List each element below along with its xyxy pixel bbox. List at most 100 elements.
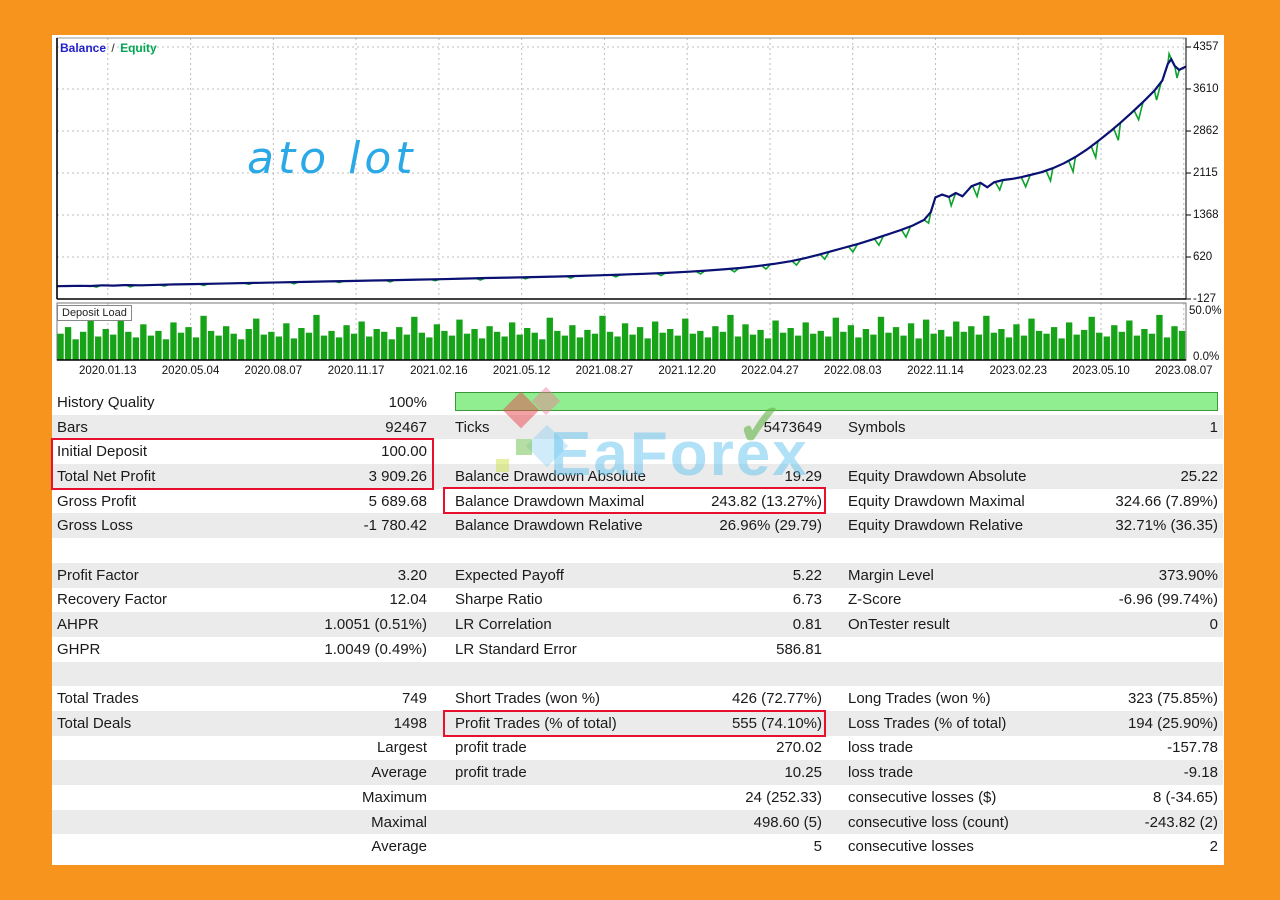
stat-label: Expected Payoff xyxy=(455,566,564,584)
stat-value: 3.20 xyxy=(397,566,427,584)
stats-cell-group: Equity Drawdown Relative 32.71% (36.35) xyxy=(843,517,1223,534)
stats-cell-group: OnTester result 0 xyxy=(843,616,1223,633)
stat-value: -9.18 xyxy=(1183,764,1218,782)
stats-cell-group: Largest xyxy=(52,739,432,756)
stat-label: Ticks xyxy=(455,418,490,436)
x-axis-tick-label: 2023.05.10 xyxy=(1072,365,1130,377)
stat-value: 586.81 xyxy=(776,640,822,658)
stat-label: Equity Drawdown Absolute xyxy=(848,467,1027,485)
stat-value: 1498 xyxy=(393,714,427,732)
stat-value: 555 (74.10%) xyxy=(731,714,822,732)
stats-row xyxy=(52,661,1223,687)
stat-value: 2 xyxy=(1209,838,1218,856)
x-axis-tick-label: 2020.01.13 xyxy=(79,365,137,377)
stats-cell-group: Balance Drawdown Absolute 19.29 xyxy=(450,468,827,485)
stat-value: 373.90% xyxy=(1158,566,1218,584)
stats-cell-group: Balance Drawdown Maximal 243.82 (13.27%) xyxy=(450,493,827,510)
stats-cell-group: Total Trades 749 xyxy=(52,690,432,707)
stat-label: Short Trades (won %) xyxy=(455,690,601,708)
stats-row: Maximal 498.60 (5) consecutive loss (count… xyxy=(52,809,1223,835)
stats-cell-group: profit trade 10.25 xyxy=(450,764,827,781)
stats-cell-group: Average xyxy=(52,764,432,781)
stats-cell-group: LR Correlation 0.81 xyxy=(450,616,827,633)
stats-row: GHPR 1.0049 (0.49%) LR Standard Error 586.8… xyxy=(52,637,1223,662)
stats-row: Total Net Profit 3 909.26 Balance Drawdown… xyxy=(52,464,1223,489)
stats-cell-group: Symbols 1 xyxy=(843,419,1223,436)
x-axis-tick-label: 2021.02.16 xyxy=(410,365,468,377)
stat-value: 6.73 xyxy=(792,591,822,609)
stats-row: History Quality 100% xyxy=(52,390,1223,415)
stat-value: Average xyxy=(371,764,427,782)
stat-value: 0.81 xyxy=(792,616,822,634)
stats-row: Maximum 24 (252.33) consecutive losses ($)… xyxy=(52,785,1223,810)
stats-row: Recovery Factor 12.04 Sharpe Ratio 6.73 Z-Sc… xyxy=(52,588,1223,613)
x-axis-tick-label: 2023.08.07 xyxy=(1154,365,1213,377)
x-axis-tick-label: 2021.08.27 xyxy=(575,365,634,377)
stats-cell-group: Equity Drawdown Maximal 324.66 (7.89%) xyxy=(843,493,1223,510)
legend-separator: / xyxy=(111,41,115,55)
stat-label: profit trade xyxy=(455,739,527,757)
x-axis-tick-label: 2020.11.17 xyxy=(327,365,385,377)
stat-label: Loss Trades (% of total) xyxy=(848,714,1007,732)
stats-cell-group: Balance Drawdown Relative 26.96% (29.79) xyxy=(450,517,827,534)
stat-value: 194 (25.90%) xyxy=(1127,714,1218,732)
stats-cell-group: Average xyxy=(52,838,432,855)
stat-label: Total Trades xyxy=(57,690,139,708)
stats-row: Average 5 consecutive losses 2 xyxy=(52,834,1223,859)
stats-row: Initial Deposit 100.00 xyxy=(52,439,1223,464)
stat-value: 324.66 (7.89%) xyxy=(1115,492,1218,510)
stat-value: -243.82 (2) xyxy=(1144,813,1218,831)
stats-cell-group: Long Trades (won %) 323 (75.85%) xyxy=(843,690,1223,707)
y-axis-tick-label: 2115 xyxy=(1193,167,1218,179)
stat-label: consecutive loss (count) xyxy=(848,813,1009,831)
stat-value: 426 (72.77%) xyxy=(731,690,822,708)
stat-value: 5473649 xyxy=(763,418,822,436)
stat-value: 19.29 xyxy=(784,467,822,485)
x-axis-tick-label: 2022.08.03 xyxy=(823,365,882,377)
stat-value: 1.0049 (0.49%) xyxy=(324,640,427,658)
stats-row: Gross Loss -1 780.42 Balance Drawdown Rela… xyxy=(52,513,1223,539)
stats-cell-group: Loss Trades (% of total) 194 (25.90%) xyxy=(843,715,1223,732)
legend-balance-label: Balance xyxy=(60,41,107,55)
stat-label: Total Deals xyxy=(57,714,132,732)
deposit-load-label: Deposit Load xyxy=(57,305,132,321)
stats-cell-group: Ticks 5473649 xyxy=(450,419,827,436)
deposit-axis-min-label: 0.0% xyxy=(1193,351,1220,363)
stats-row: Profit Factor 3.20 Expected Payoff 5.22 Marg… xyxy=(52,562,1223,588)
stat-value: 8 (-34.65) xyxy=(1152,788,1218,806)
stats-cell-group: Total Net Profit 3 909.26 xyxy=(52,468,432,485)
stats-cell-group: Recovery Factor 12.04 xyxy=(52,591,432,608)
stats-cell-group: Initial Deposit 100.00 xyxy=(52,443,432,460)
stat-label: Total Net Profit xyxy=(57,467,156,485)
chart-legend: Balance / Equity xyxy=(60,41,157,55)
x-axis-tick-label: 2020.08.07 xyxy=(244,365,303,377)
stats-cell-group: Equity Drawdown Absolute 25.22 xyxy=(843,468,1223,485)
stat-value: 100.00 xyxy=(381,443,427,461)
stats-row: Total Deals 1498 Profit Trades (% of total… xyxy=(52,710,1223,736)
stats-cell-group: Maximal xyxy=(52,814,432,831)
stats-cell-group: Z-Score -6.96 (99.74%) xyxy=(843,591,1223,608)
stat-value: 1.0051 (0.51%) xyxy=(324,616,427,634)
stats-row xyxy=(52,538,1223,563)
y-axis-tick-label: 2862 xyxy=(1193,125,1219,138)
stat-label: Profit Trades (% of total) xyxy=(455,714,617,732)
stat-label: consecutive losses ($) xyxy=(848,788,997,806)
statistics-table: History Quality 100% Bars 92467 Ticks 5473649… xyxy=(51,390,1223,859)
x-axis-tick-label: 2023.02.23 xyxy=(989,365,1048,377)
stats-row: AHPR 1.0051 (0.51%) LR Correlation 0.81 OnTe… xyxy=(52,612,1223,637)
stat-value: 32.71% (36.35) xyxy=(1115,517,1218,535)
stat-value: 5 xyxy=(813,838,822,856)
stat-label: Equity Drawdown Relative xyxy=(848,517,1024,535)
stat-value: 3 909.26 xyxy=(368,467,427,485)
stat-label: profit trade xyxy=(455,764,527,782)
stats-cell-group: GHPR 1.0049 (0.49%) xyxy=(52,641,432,658)
x-axis-tick-label: 2021.12.20 xyxy=(658,365,716,377)
y-axis-tick-label: -127 xyxy=(1193,293,1217,305)
x-axis-tick-label: 2022.11.14 xyxy=(907,365,964,377)
stat-value: 5 689.68 xyxy=(368,492,427,510)
report-panel: Balance / Equity ato lot 4357 3610 2862 211… xyxy=(51,35,1224,865)
stat-value: 92467 xyxy=(385,418,427,436)
stats-cell-group: LR Standard Error 586.81 xyxy=(450,641,827,658)
stat-value: Maximal xyxy=(371,813,427,831)
x-axis-tick-label: 2022.04.27 xyxy=(741,365,799,377)
